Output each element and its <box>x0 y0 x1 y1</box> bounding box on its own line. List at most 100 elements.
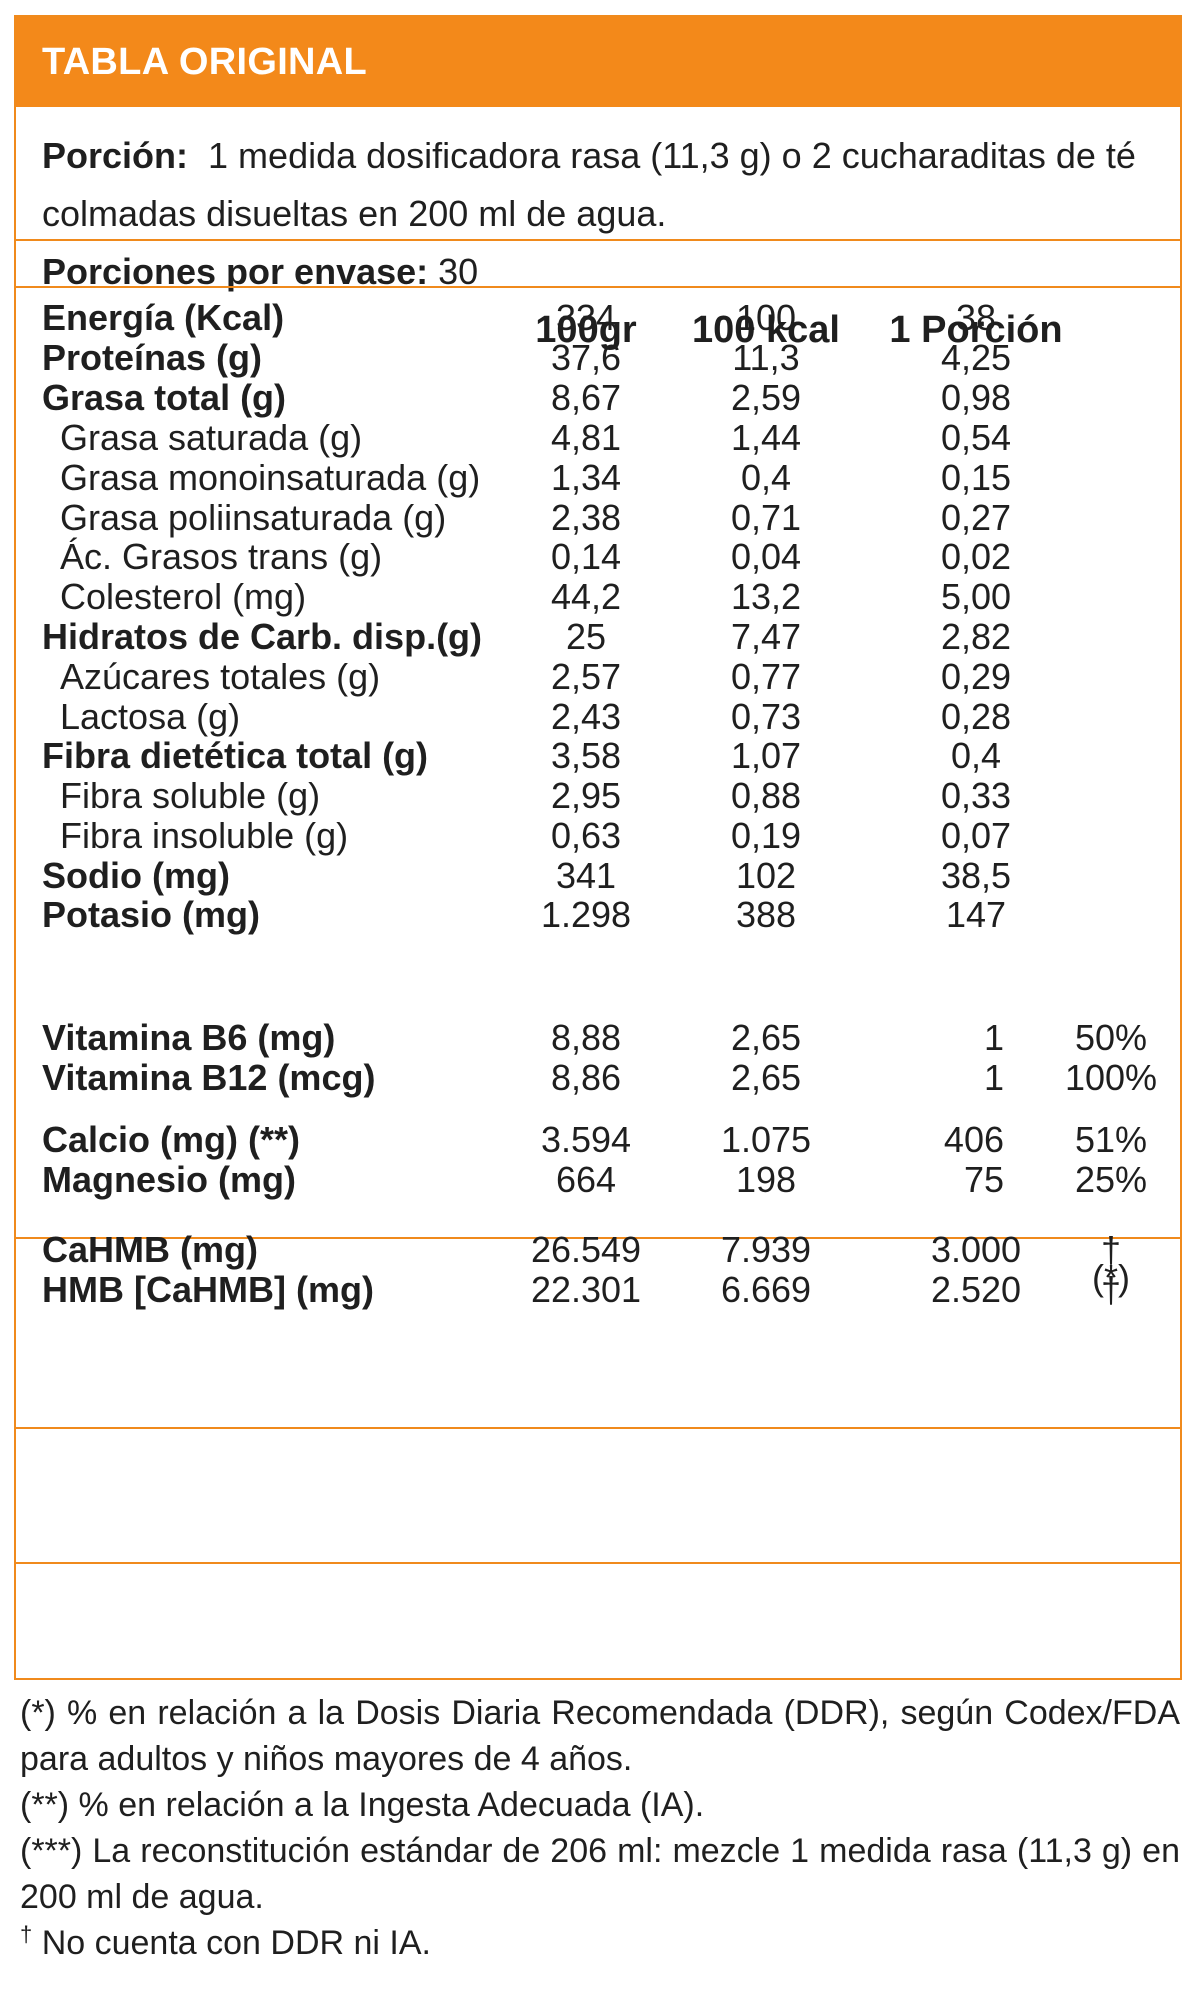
table-row: Grasa saturada (g) 4,81 1,44 0,54 <box>16 413 1180 463</box>
value-portion: 0,29 <box>940 656 1012 697</box>
row-label: Fibra soluble (g) <box>60 775 321 816</box>
value-100kcal: 1.075 <box>720 1119 812 1160</box>
value-100gr: 2,43 <box>550 696 622 737</box>
table-row: Proteínas (g) 37,6 11,3 4,25 <box>16 333 1180 383</box>
value-portion: 1 <box>983 1057 1004 1098</box>
value-100kcal: 7,47 <box>730 616 802 657</box>
table-row: Lactosa (g) 2,43 0,73 0,28 <box>16 692 1180 742</box>
table-row: Azúcares totales (g) 2,57 0,77 0,29 <box>16 652 1180 702</box>
table-row: Grasa monoinsaturada (g) 1,34 0,4 0,15 <box>16 453 1180 503</box>
portion-label: Porción: <box>42 135 189 176</box>
table-row: Fibra soluble (g) 2,95 0,88 0,33 <box>16 771 1180 821</box>
value-100kcal: 2,65 <box>730 1057 802 1098</box>
value-100gr: 37,6 <box>550 337 622 378</box>
value-portion: 0,4 <box>950 735 1002 776</box>
value-portion: 0,07 <box>940 815 1012 856</box>
value-portion: 38,5 <box>940 855 1012 896</box>
value-percent: 25% <box>1074 1159 1148 1200</box>
value-portion: 147 <box>945 894 1007 935</box>
table-row: Grasa total (g) 8,67 2,59 0,98 <box>16 373 1180 423</box>
value-portion: 406 <box>943 1119 1004 1160</box>
value-100kcal: 1,44 <box>730 417 802 458</box>
value-100kcal: 198 <box>735 1159 797 1200</box>
value-100gr: 44,2 <box>550 576 622 617</box>
table-row: Magnesio (mg) 664 198 75 25% <box>16 1155 1180 1205</box>
value-100gr: 341 <box>555 855 617 896</box>
row-label: Lactosa (g) <box>60 696 241 737</box>
row-label: Grasa total (g) <box>42 377 287 418</box>
table-row: Ác. Grasos trans (g) 0,14 0,04 0,02 <box>16 532 1180 582</box>
footnote-3: (***) La reconstitución estándar de 206 … <box>20 1832 1180 1916</box>
value-100gr: 334 <box>555 297 617 338</box>
servings-value: 30 <box>438 251 479 292</box>
footnote-4-text: No cuenta con DDR ni IA. <box>41 1924 431 1962</box>
value-100gr: 0,63 <box>550 815 622 856</box>
value-portion: 75 <box>963 1159 1004 1200</box>
row-label: Grasa saturada (g) <box>60 417 363 458</box>
row-label: Ác. Grasos trans (g) <box>60 536 383 577</box>
table-row: Fibra dietética total (g) 3,58 1,07 0,4 <box>16 731 1180 781</box>
value-100gr: 1,34 <box>550 457 622 498</box>
row-label: Azúcares totales (g) <box>60 656 381 697</box>
table-row: Vitamina B12 (mcg) 8,86 2,65 1 100% <box>16 1053 1180 1103</box>
value-100gr: 22.301 <box>530 1269 642 1310</box>
value-portion: 0,54 <box>940 417 1012 458</box>
row-label: Vitamina B12 (mcg) <box>42 1057 376 1098</box>
value-percent: 100% <box>1064 1057 1158 1098</box>
value-percent: † <box>1100 1229 1122 1270</box>
value-100gr: 25 <box>565 616 607 657</box>
row-label: Sodio (mg) <box>42 855 230 896</box>
footnote-1: (*) % en relación a la Dosis Diaria Reco… <box>20 1694 1180 1778</box>
row-label: Proteínas (g) <box>42 337 263 378</box>
value-100kcal: 0,19 <box>730 815 802 856</box>
value-100gr: 8,86 <box>550 1057 622 1098</box>
value-100gr: 2,95 <box>550 775 622 816</box>
value-percent: 50% <box>1074 1017 1148 1058</box>
footnote-4: † No cuenta con DDR ni IA. <box>20 1920 1180 1966</box>
value-100kcal: 0,77 <box>730 656 802 697</box>
value-100gr: 3,58 <box>550 735 622 776</box>
value-100gr: 3.594 <box>540 1119 632 1160</box>
value-100kcal: 102 <box>735 855 797 896</box>
value-portion: 0,27 <box>940 497 1012 538</box>
row-label: Magnesio (mg) <box>42 1159 297 1200</box>
table-row: Grasa poliinsaturada (g) 2,38 0,71 0,27 <box>16 493 1180 543</box>
divider <box>16 239 1180 241</box>
value-portion: 3.000 <box>930 1229 1022 1270</box>
value-100kcal: 388 <box>735 894 797 935</box>
value-100gr: 2,57 <box>550 656 622 697</box>
row-label: Grasa poliinsaturada (g) <box>60 497 447 538</box>
table-row: Fibra insoluble (g) 0,63 0,19 0,07 <box>16 811 1180 861</box>
table-row: Energía (Kcal) 334 100 38 <box>16 293 1180 343</box>
table-row: Vitamina B6 (mg) 8,88 2,65 1 50% <box>16 1013 1180 1063</box>
row-label: CaHMB (mg) <box>42 1229 258 1270</box>
divider <box>16 1237 1180 1239</box>
divider <box>16 286 1180 288</box>
table-row: CaHMB (mg) 26.549 7.939 3.000 † <box>16 1225 1180 1275</box>
value-100kcal: 0,88 <box>730 775 802 816</box>
value-100kcal: 2,65 <box>730 1017 802 1058</box>
value-portion: 0,98 <box>940 377 1012 418</box>
value-portion: 2,82 <box>940 616 1012 657</box>
row-label: HMB [CaHMB] (mg) <box>42 1269 374 1310</box>
row-label: Vitamina B6 (mg) <box>42 1017 336 1058</box>
value-100kcal: 11,3 <box>732 337 800 378</box>
table-row: HMB [CaHMB] (mg) 22.301 6.669 2.520 † <box>16 1265 1180 1315</box>
value-portion: 0,28 <box>940 696 1012 737</box>
divider <box>16 1427 1180 1429</box>
value-100gr: 26.549 <box>530 1229 642 1270</box>
row-label: Potasio (mg) <box>42 894 261 935</box>
table-title: TABLA ORIGINAL <box>42 40 368 83</box>
value-portion: 38 <box>955 297 997 338</box>
row-label: Grasa monoinsaturada (g) <box>60 457 481 498</box>
footnotes: (*) % en relación a la Dosis Diaria Reco… <box>20 1690 1180 1966</box>
footnote-2: (**) % en relación a la Ingesta Adecuada… <box>20 1786 705 1824</box>
column-header-100gr: 100gr <box>535 309 637 351</box>
portion-text: 1 medida dosificadora rasa (11,3 g) o 2 … <box>42 135 1136 234</box>
value-100kcal: 13,2 <box>730 576 802 617</box>
row-label: Calcio (mg) (**) <box>42 1119 301 1160</box>
table-row: Potasio (mg) 1.298 388 147 <box>16 890 1180 940</box>
value-portion: 5,00 <box>940 576 1012 617</box>
value-100kcal: 1,07 <box>730 735 802 776</box>
column-header-portion: 1 Porción <box>889 309 1063 351</box>
